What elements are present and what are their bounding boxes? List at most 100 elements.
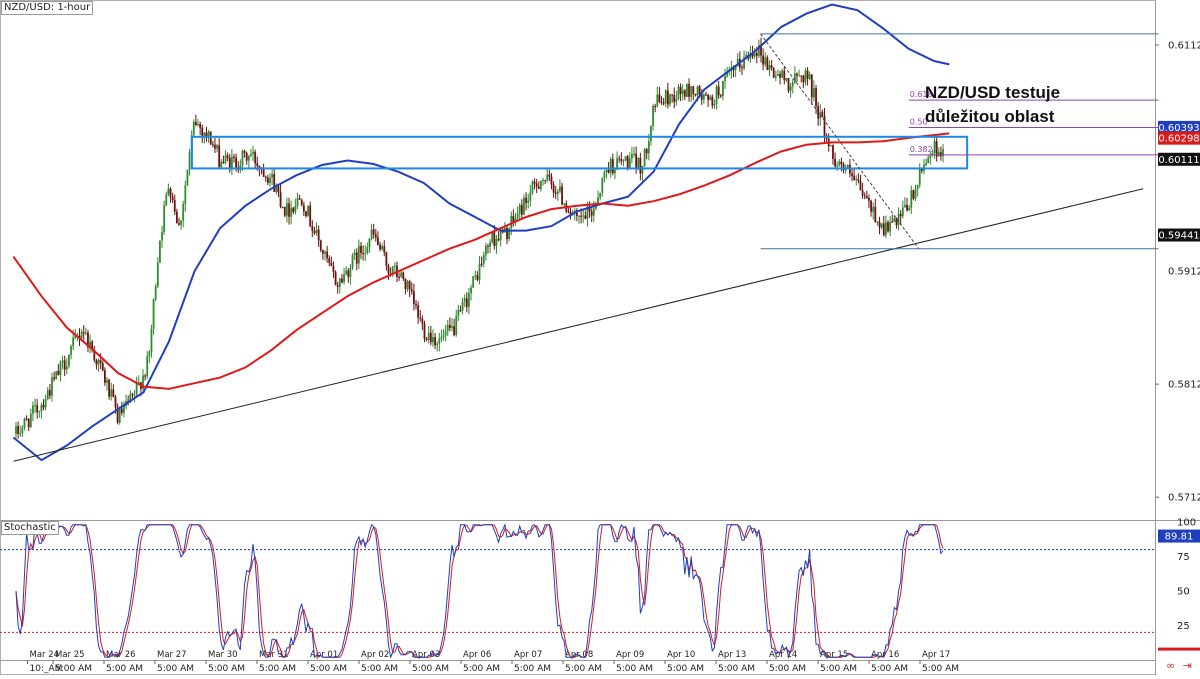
- price-badge-label: 0.59441: [1158, 231, 1199, 242]
- candle-body: [918, 168, 921, 185]
- candle-body: [537, 186, 540, 189]
- candle-body: [741, 67, 743, 69]
- candle-body: [360, 245, 362, 254]
- y-tick-label: 0.59122: [1168, 267, 1200, 278]
- candle-body: [535, 183, 538, 187]
- headline-annotation: NZD/USD testuje důležitou oblast: [925, 81, 1060, 129]
- candle-body: [512, 215, 515, 223]
- candle-body: [582, 215, 585, 217]
- candle-body: [70, 346, 72, 355]
- candle-body: [757, 44, 760, 56]
- candle-body: [908, 207, 911, 211]
- candle-body: [381, 246, 384, 250]
- candle-body: [605, 169, 608, 173]
- link-icon[interactable]: ∞: [1166, 659, 1176, 672]
- candle-body: [184, 185, 187, 204]
- candle-body: [664, 90, 667, 104]
- candle-body: [334, 271, 337, 286]
- candle-body: [736, 58, 739, 67]
- candle-body: [787, 78, 790, 91]
- candle-body: [762, 55, 765, 65]
- candle-body: [15, 426, 17, 435]
- stoch-d-badge: [1158, 647, 1200, 651]
- x-date-label: Apr 14: [769, 650, 797, 660]
- candle-body: [832, 145, 834, 159]
- candle-body: [707, 95, 709, 100]
- candle-body: [108, 379, 111, 397]
- candle-body: [341, 278, 343, 283]
- candle-body: [55, 370, 58, 380]
- stoch-k-line: [15, 523, 944, 660]
- candle-body: [51, 377, 53, 396]
- candle-body: [135, 383, 138, 395]
- candle-body: [806, 70, 809, 79]
- candle-body: [815, 88, 817, 107]
- candle-body: [520, 205, 523, 215]
- candle-body: [118, 408, 121, 423]
- candle-body: [417, 305, 420, 318]
- candle-body: [372, 229, 375, 235]
- candle-body: [252, 151, 254, 155]
- candle-body: [643, 149, 646, 166]
- candle-body: [715, 86, 718, 105]
- candle-body: [205, 132, 208, 137]
- candle-body: [861, 190, 864, 196]
- candle-body: [434, 337, 436, 346]
- candle-body: [419, 317, 422, 319]
- candle-body: [448, 324, 451, 329]
- arrow-right-icon[interactable]: ⇥: [1182, 659, 1192, 672]
- candle-body: [635, 153, 638, 169]
- candle-body: [768, 65, 771, 70]
- candle-body: [393, 265, 396, 267]
- candle-body: [110, 389, 113, 397]
- candle-body: [19, 433, 22, 435]
- x-date-label: Apr 07: [514, 650, 542, 660]
- candle-body: [726, 71, 729, 77]
- candle-body: [159, 240, 161, 263]
- candle-body: [592, 208, 595, 216]
- candle-body: [457, 310, 460, 317]
- price-badge-label: 0.60298: [1158, 134, 1199, 145]
- candle-body: [245, 152, 248, 161]
- candle-body: [89, 341, 91, 348]
- fib-level-label: 0.382: [910, 145, 933, 154]
- candle-body: [840, 161, 843, 165]
- candle-body: [700, 94, 703, 100]
- candle-body: [529, 192, 532, 201]
- candle-body: [429, 332, 432, 343]
- candle-body: [906, 204, 908, 211]
- candle-body: [474, 275, 477, 277]
- x-date-label: Apr 03: [412, 650, 440, 660]
- candle-body: [546, 174, 549, 181]
- candle-body: [556, 191, 559, 194]
- candle-body: [355, 252, 358, 264]
- x-time-label: 5:00 AM: [820, 664, 857, 674]
- candle-body: [652, 106, 654, 126]
- candle-body: [618, 158, 621, 160]
- candle-body: [611, 159, 614, 174]
- candle-body: [745, 55, 748, 58]
- candle-body: [609, 159, 612, 173]
- candle-body: [275, 186, 278, 192]
- candle-body: [800, 75, 803, 77]
- candle-body: [180, 220, 182, 225]
- candle-body: [626, 156, 629, 168]
- candle-body: [838, 161, 841, 166]
- x-time-label: 5:00 AM: [157, 664, 194, 674]
- fib-level-label: 0.50: [910, 118, 928, 127]
- candle-body: [103, 370, 106, 383]
- candle-body: [561, 186, 563, 205]
- candle-body: [226, 155, 229, 158]
- candle-body: [357, 245, 360, 264]
- x-time-label: 5:00 AM: [55, 664, 92, 674]
- stoch-y-tick-label: 50: [1177, 587, 1190, 598]
- candle-body: [884, 222, 887, 236]
- candle-body: [563, 203, 566, 205]
- candle-body: [631, 154, 633, 159]
- candle-body: [637, 157, 640, 169]
- candle-body: [264, 176, 267, 178]
- x-time-label: 5:00 AM: [616, 664, 653, 674]
- candle-body: [567, 211, 570, 213]
- candle-body: [402, 272, 405, 279]
